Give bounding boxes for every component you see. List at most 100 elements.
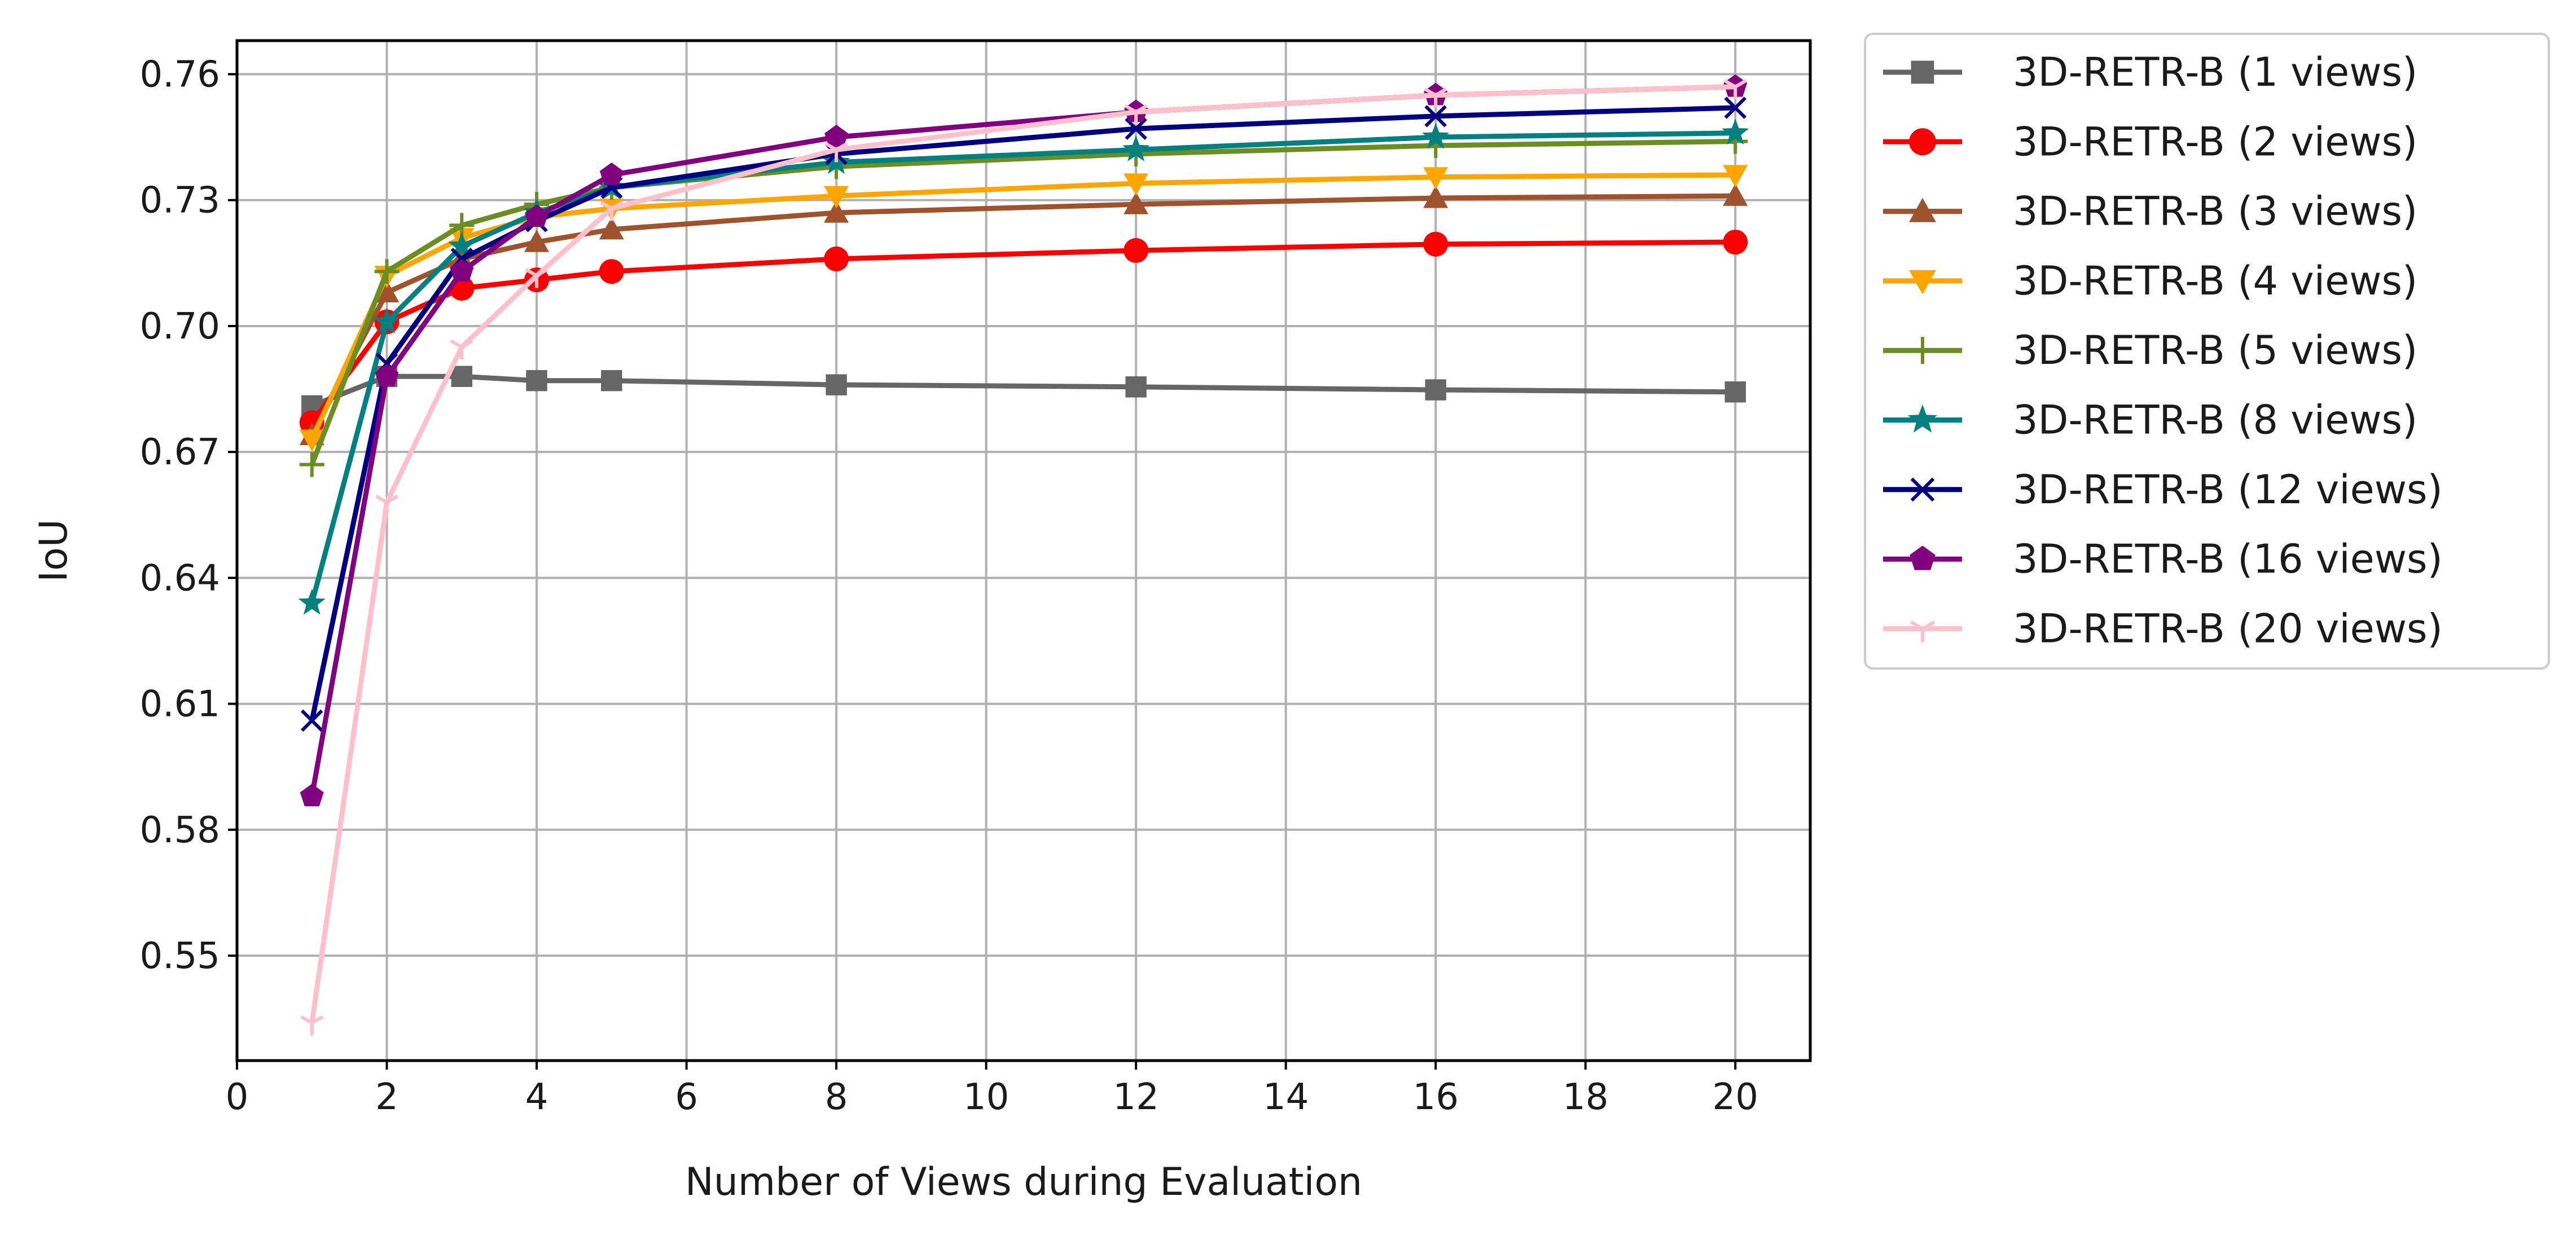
data-point	[299, 452, 324, 477]
legend-item: 3D-RETR-B (2 views)	[1883, 118, 2417, 165]
legend-label: 3D-RETR-B (1 views)	[2013, 49, 2417, 95]
data-point	[298, 588, 326, 615]
y-tick-label: 0.64	[140, 557, 221, 599]
legend-label: 3D-RETR-B (12 views)	[2013, 467, 2443, 513]
data-point	[1424, 105, 1447, 127]
data-point	[1124, 173, 1149, 196]
legend-label: 3D-RETR-B (5 views)	[2013, 327, 2417, 373]
data-point	[300, 1015, 324, 1036]
series-3	[299, 183, 1748, 445]
x-tick-label: 2	[375, 1076, 398, 1118]
data-point	[1125, 376, 1147, 398]
data-point	[1723, 230, 1748, 255]
data-point	[451, 366, 472, 387]
x-axis-label: Number of Views during Evaluation	[685, 1160, 1362, 1204]
data-point	[824, 246, 849, 271]
plot-frame	[235, 39, 1812, 1062]
legend-item: 3D-RETR-B (8 views)	[1883, 397, 2417, 443]
data-point	[824, 142, 848, 162]
series-7	[301, 96, 1746, 732]
legend-item: 3D-RETR-B (1 views)	[1883, 49, 2417, 95]
legend-marker	[1911, 60, 1934, 84]
legend-item: 3D-RETR-B (3 views)	[1883, 188, 2417, 235]
legend: 3D-RETR-B (1 views) 3D-RETR-B (2 views) 3D…	[1864, 33, 2550, 670]
data-point	[1423, 167, 1449, 190]
legend-marker	[1909, 337, 1936, 364]
legend-marker	[1909, 128, 1936, 156]
x-tick-label: 4	[525, 1076, 548, 1118]
x-tick-label: 6	[675, 1076, 698, 1118]
data-point	[1422, 122, 1450, 149]
data-point	[1723, 79, 1747, 99]
data-point	[301, 709, 323, 732]
data-point	[1124, 104, 1148, 125]
data-point	[300, 784, 324, 807]
y-tick-label: 0.67	[140, 432, 221, 473]
series-group	[298, 74, 1749, 1036]
data-point	[1723, 165, 1748, 188]
data-point	[600, 201, 624, 221]
data-point	[1423, 231, 1449, 257]
data-point	[1424, 87, 1447, 108]
data-point	[526, 370, 547, 392]
legend-frame	[1864, 33, 2550, 670]
data-point	[599, 259, 624, 284]
legend-label: 3D-RETR-B (8 views)	[2013, 397, 2417, 443]
data-point	[374, 280, 400, 302]
x-tick-label: 12	[1113, 1076, 1158, 1118]
legend-item: 3D-RETR-B (12 views)	[1883, 467, 2443, 513]
x-tick-label: 10	[963, 1076, 1009, 1118]
legend-item: 3D-RETR-B (20 views)	[1883, 605, 2443, 652]
data-point	[824, 125, 848, 147]
y-tick-label: 0.70	[140, 306, 221, 348]
data-point	[525, 204, 548, 227]
legend-label: 3D-RETR-B (2 views)	[2013, 118, 2417, 165]
legend-item: 3D-RETR-B (4 views)	[1883, 258, 2417, 304]
legend-item: 3D-RETR-B (5 views)	[1883, 327, 2417, 373]
legend-label: 3D-RETR-B (4 views)	[2013, 258, 2417, 304]
data-point	[1124, 192, 1149, 214]
y-tick-label: 0.61	[140, 684, 221, 725]
y-axis-label: IoU	[32, 519, 76, 582]
x-tick-label: 8	[825, 1076, 848, 1118]
data-point	[448, 232, 476, 258]
data-point	[1425, 379, 1446, 401]
data-point	[299, 429, 324, 452]
data-point	[525, 268, 548, 288]
data-point	[1122, 135, 1150, 161]
x-tick-label: 14	[1263, 1076, 1309, 1118]
legend-marker	[1909, 270, 1936, 294]
legend-label: 3D-RETR-B (16 views)	[2013, 536, 2443, 582]
x-tick-label: 20	[1713, 1076, 1758, 1118]
data-point	[1723, 183, 1748, 206]
data-point	[1125, 117, 1147, 140]
data-point	[824, 200, 849, 223]
data-point	[375, 494, 399, 515]
data-point	[599, 162, 624, 185]
data-point	[601, 370, 622, 392]
data-point	[450, 339, 473, 360]
data-point	[375, 364, 399, 386]
data-point	[450, 259, 474, 282]
data-point	[1724, 96, 1746, 119]
data-point	[824, 186, 849, 209]
legend-marker	[1909, 197, 1936, 222]
legend-marker	[1910, 477, 1935, 502]
ticks: 0 2 4 6 8 10 12 14 16 18 20 0.55 0.58 0.61 0.64 0.67 0.7…	[140, 54, 1758, 1118]
x-tick-label: 16	[1412, 1076, 1458, 1118]
data-point	[1722, 118, 1749, 145]
data-point	[1724, 381, 1746, 403]
y-tick-label: 0.76	[140, 54, 221, 96]
legend-item: 3D-RETR-B (16 views)	[1883, 536, 2443, 582]
data-point	[374, 259, 400, 284]
x-tick-label: 18	[1563, 1076, 1608, 1118]
legend-label: 3D-RETR-B (20 views)	[2013, 605, 2443, 652]
y-tick-label: 0.73	[140, 180, 221, 222]
data-point	[599, 217, 624, 240]
legend-marker	[1910, 546, 1936, 570]
data-point	[826, 374, 847, 395]
y-tick-label: 0.55	[140, 935, 221, 977]
data-point	[1423, 186, 1449, 208]
legend-marker	[1907, 404, 1938, 433]
